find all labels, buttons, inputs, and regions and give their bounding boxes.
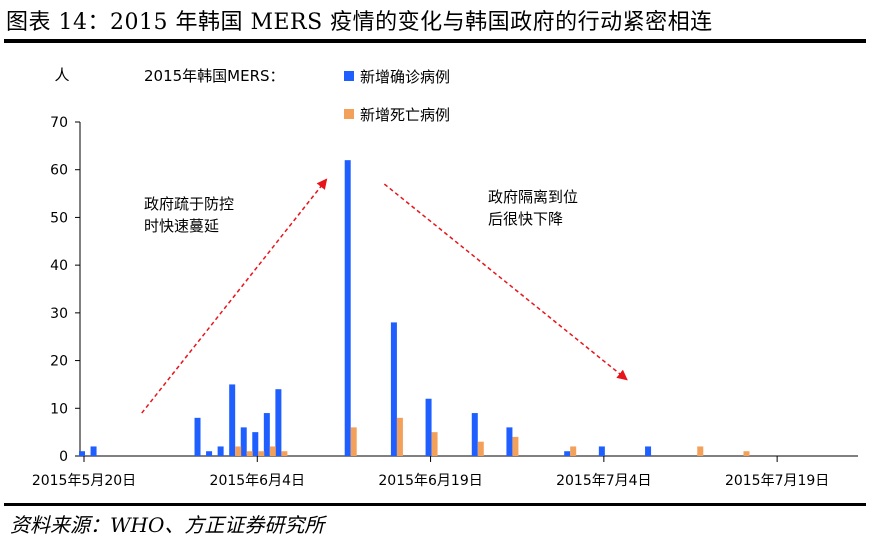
confirmed-bar — [471, 413, 478, 456]
death-bar — [246, 451, 253, 456]
confirmed-bar — [90, 446, 97, 456]
legend-label: 新增死亡病例 — [360, 106, 450, 124]
death-bar — [258, 451, 265, 456]
confirmed-bar — [275, 389, 282, 456]
death-bar — [697, 446, 704, 456]
x-tick-label: 2015年7月19日 — [725, 473, 829, 489]
confirmed-bar — [263, 413, 270, 456]
annotation-text: 政府疏于防控 — [144, 195, 234, 213]
x-tick-label: 2015年6月19日 — [378, 473, 482, 489]
y-tick-label: 10 — [50, 401, 68, 417]
confirmed-bar — [240, 427, 247, 456]
annotation-text: 政府隔离到位 — [488, 188, 578, 206]
confirmed-bar — [425, 398, 432, 456]
confirmed-bar — [206, 451, 213, 456]
legend-title: 2015年韩国MERS： — [144, 67, 285, 85]
confirmed-bar — [344, 160, 351, 456]
y-tick-label: 30 — [50, 306, 68, 322]
death-bar — [431, 432, 438, 456]
y-tick-label: 60 — [50, 163, 68, 179]
figure-title: 图表 14：2015 年韩国 MERS 疫情的变化与韩国政府的行动紧密相连 — [6, 10, 713, 35]
death-bar — [235, 446, 242, 456]
legend-swatch — [344, 71, 354, 81]
annotation-arrow — [141, 178, 328, 414]
y-tick-label: 0 — [59, 449, 68, 465]
death-bar — [743, 451, 750, 456]
legend-swatch — [344, 109, 354, 119]
x-tick-label: 2015年6月4日 — [210, 473, 305, 489]
annotation-arrow — [383, 183, 628, 381]
death-bar — [396, 417, 403, 456]
title-rule — [4, 39, 866, 43]
confirmed-bar — [390, 322, 397, 456]
confirmed-bar — [229, 384, 236, 456]
confirmed-bar — [252, 432, 259, 456]
source-note: 资料来源：WHO、方正证券研究所 — [10, 513, 325, 537]
legend-label: 新增确诊病例 — [360, 68, 450, 86]
y-tick-label: 20 — [50, 354, 68, 370]
annotation-text: 后很快下降 — [488, 210, 563, 228]
death-bar — [269, 446, 276, 456]
confirmed-bar — [564, 451, 571, 456]
y-tick-label: 40 — [50, 258, 68, 274]
death-bar — [512, 436, 519, 456]
confirmed-bar — [217, 446, 224, 456]
confirmed-bar — [194, 417, 201, 456]
y-axis-label: 人 — [54, 66, 69, 84]
y-tick-label: 50 — [50, 210, 68, 226]
death-bar — [281, 451, 288, 456]
confirmed-bar — [598, 446, 605, 456]
death-bar — [570, 446, 577, 456]
death-bar — [477, 441, 484, 456]
x-tick-label: 2015年7月4日 — [556, 473, 651, 489]
source-rule — [4, 503, 866, 506]
confirmed-bar — [79, 451, 85, 456]
x-tick-label: 2015年5月20日 — [32, 473, 136, 489]
death-bar — [350, 427, 357, 456]
annotation-text: 时快速蔓延 — [144, 217, 219, 235]
confirmed-bar — [506, 427, 513, 456]
y-tick-label: 70 — [50, 115, 68, 131]
confirmed-bar — [645, 446, 652, 456]
